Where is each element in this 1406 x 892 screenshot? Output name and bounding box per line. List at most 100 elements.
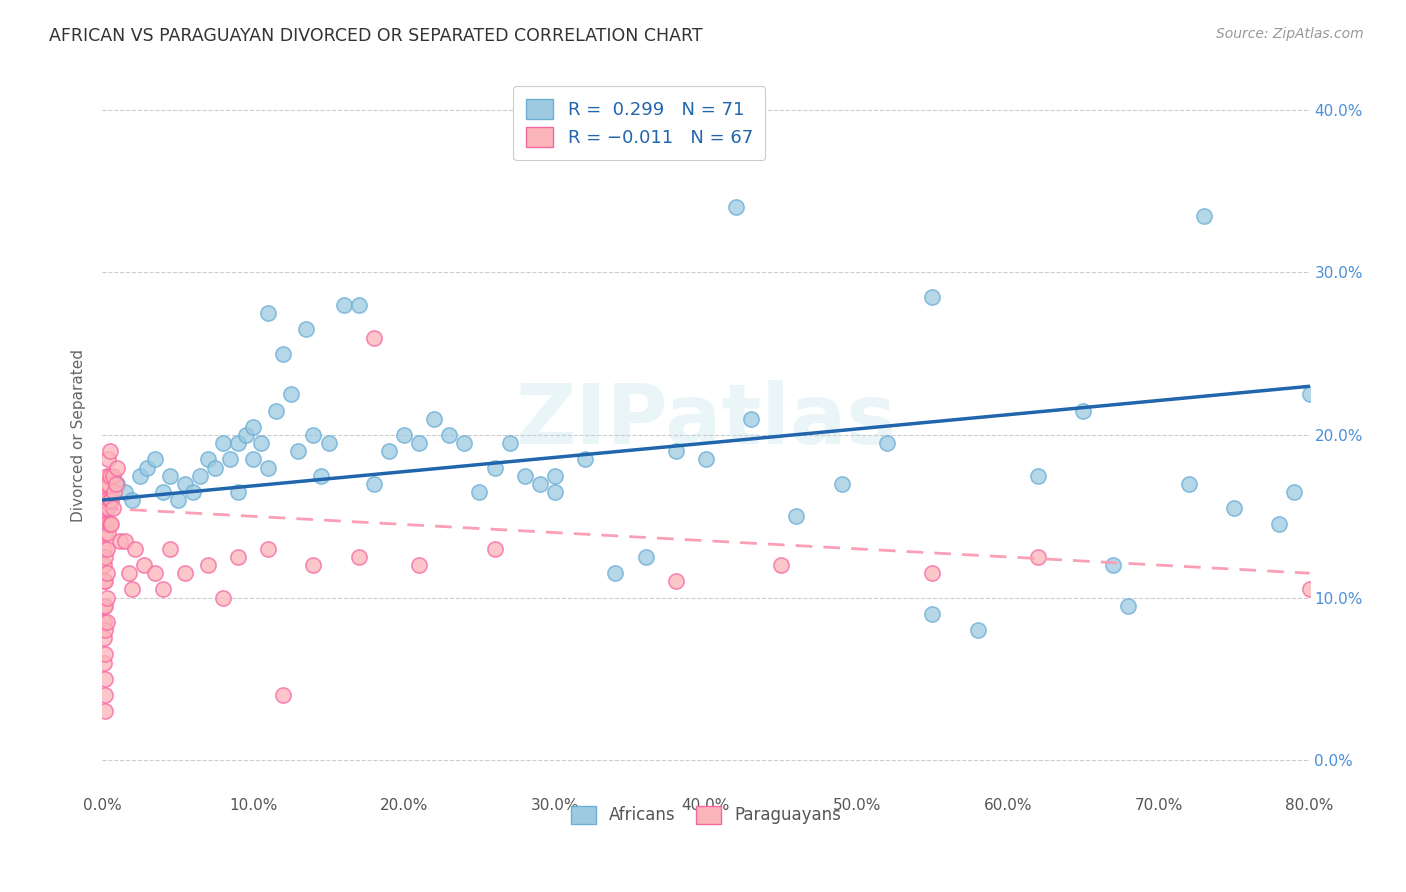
Point [378, 444, 401, 458]
Point [98, 468, 121, 483]
Point [1071, 403, 1094, 417]
Point [249, 436, 271, 450]
Point [665, 574, 688, 589]
Point [94, 525, 117, 540]
Point [98, 444, 121, 458]
Point [197, 452, 219, 467]
Point [94, 672, 117, 686]
Point [1268, 517, 1291, 532]
Point [93, 656, 115, 670]
Point [605, 566, 627, 581]
Point [94, 574, 117, 589]
Point [188, 468, 211, 483]
Point [302, 428, 325, 442]
Point [121, 493, 143, 508]
Point [876, 436, 898, 450]
Point [242, 452, 264, 467]
Point [104, 476, 127, 491]
Point [423, 411, 446, 425]
Point [302, 558, 325, 573]
Point [257, 306, 280, 320]
Point [97, 525, 120, 540]
Point [93, 493, 115, 508]
Point [725, 201, 748, 215]
Point [159, 541, 181, 556]
Text: Source: ZipAtlas.com: Source: ZipAtlas.com [1216, 27, 1364, 41]
Point [318, 436, 340, 450]
Point [101, 468, 124, 483]
Point [136, 460, 159, 475]
Point [96, 493, 118, 508]
Text: AFRICAN VS PARAGUAYAN DIVORCED OR SEPARATED CORRELATION CHART: AFRICAN VS PARAGUAYAN DIVORCED OR SEPARA… [49, 27, 703, 45]
Point [129, 468, 152, 483]
Point [97, 476, 120, 491]
Point [280, 387, 302, 401]
Point [105, 460, 128, 475]
Point [695, 452, 717, 467]
Point [93, 599, 115, 613]
Point [295, 322, 318, 336]
Point [347, 549, 370, 564]
Y-axis label: Divorced or Separated: Divorced or Separated [72, 349, 86, 522]
Point [97, 501, 120, 516]
Point [770, 558, 793, 573]
Point [484, 541, 506, 556]
Point [309, 468, 332, 483]
Point [96, 468, 118, 483]
Point [529, 476, 551, 491]
Legend: Africans, Paraguayans: Africans, Paraguayans [561, 796, 851, 834]
Point [1026, 468, 1049, 483]
Point [103, 485, 125, 500]
Point [484, 460, 506, 475]
Point [94, 623, 117, 637]
Point [98, 493, 121, 508]
Point [347, 298, 370, 312]
Point [100, 517, 122, 532]
Point [408, 436, 430, 450]
Point [287, 444, 309, 458]
Point [740, 411, 762, 425]
Point [921, 607, 943, 621]
Point [634, 549, 657, 564]
Point [921, 566, 943, 581]
Point [966, 623, 988, 637]
Point [831, 476, 853, 491]
Point [94, 705, 117, 719]
Point [235, 428, 257, 442]
Point [219, 452, 242, 467]
Point [271, 347, 294, 361]
Point [392, 428, 415, 442]
Point [93, 558, 115, 573]
Point [785, 509, 807, 524]
Point [204, 460, 226, 475]
Point [332, 298, 354, 312]
Point [226, 549, 249, 564]
Point [93, 615, 115, 629]
Point [93, 632, 115, 646]
Point [94, 476, 117, 491]
Point [212, 436, 235, 450]
Point [110, 533, 132, 548]
Point [134, 558, 156, 573]
Point [94, 501, 117, 516]
Point [96, 566, 118, 581]
Point [439, 428, 461, 442]
Point [453, 436, 475, 450]
Point [257, 541, 280, 556]
Point [96, 517, 118, 532]
Point [271, 688, 294, 702]
Point [257, 460, 280, 475]
Point [181, 485, 204, 500]
Point [118, 566, 141, 581]
Point [152, 485, 174, 500]
Point [1298, 387, 1320, 401]
Point [212, 591, 235, 605]
Point [93, 517, 115, 532]
Point [197, 558, 219, 573]
Point [114, 485, 136, 500]
Point [226, 485, 249, 500]
Point [1026, 549, 1049, 564]
Point [94, 648, 117, 662]
Point [96, 541, 118, 556]
Point [499, 436, 522, 450]
